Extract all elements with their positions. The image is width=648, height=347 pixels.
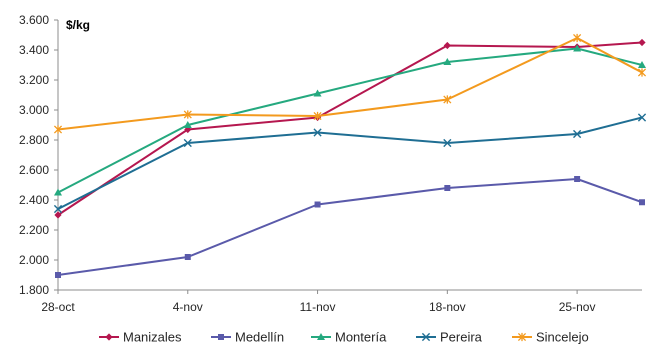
data-point — [638, 61, 646, 68]
data-point — [313, 89, 322, 97]
data-point — [638, 38, 646, 47]
data-point — [183, 138, 192, 148]
series-pereira — [53, 113, 647, 214]
series-line — [57, 47, 643, 194]
legend-marker — [105, 333, 113, 341]
data-point — [443, 41, 451, 50]
data-point — [183, 121, 192, 128]
y-tick-label: 3.400 — [19, 43, 49, 57]
data-point — [53, 204, 63, 214]
data-point — [443, 58, 452, 65]
data-point — [184, 254, 191, 260]
series-line — [57, 41, 643, 216]
series-line — [57, 116, 643, 210]
legend-item: Manizales — [99, 330, 182, 345]
y-tick-label: 2.600 — [19, 163, 49, 177]
data-point — [53, 125, 63, 134]
data-point — [573, 44, 582, 52]
legend-item: Montería — [311, 330, 387, 345]
data-point — [443, 95, 452, 104]
data-point — [639, 199, 645, 206]
series-montería — [54, 44, 646, 196]
y-tick-label: 2.200 — [19, 223, 49, 237]
y-unit-label: $/kg — [66, 18, 90, 32]
chart-series — [53, 33, 647, 278]
legend-marker — [421, 332, 431, 342]
data-point — [314, 201, 321, 208]
y-tick-label: 3.200 — [19, 73, 49, 87]
series-line — [57, 178, 643, 276]
chart-axes — [54, 19, 642, 294]
legend-marker — [517, 332, 527, 342]
legend-item: Pereira — [416, 330, 483, 345]
data-point — [573, 129, 582, 139]
legend-label: Montería — [335, 330, 387, 345]
data-point — [443, 138, 452, 148]
data-point — [574, 176, 581, 182]
legend-item: Medellín — [211, 330, 284, 345]
y-tick-label: 2.000 — [19, 253, 49, 267]
data-point — [573, 33, 582, 43]
x-tick-label: 11-nov — [300, 300, 336, 314]
y-tick-label: 3.000 — [19, 103, 49, 117]
y-tick-label: 1.800 — [19, 283, 49, 297]
legend-label: Medellín — [235, 330, 284, 345]
legend-label: Sincelejo — [536, 330, 589, 345]
legend-label: Pereira — [440, 330, 483, 345]
data-point — [313, 111, 322, 121]
series-manizales — [54, 38, 646, 219]
y-tick-label: 2.400 — [19, 193, 49, 207]
legend-marker — [218, 334, 224, 340]
x-tick-label: 28-oct — [41, 300, 75, 314]
data-point — [637, 113, 647, 122]
data-point — [183, 110, 192, 119]
y-axis-labels: 1.800 2.000 2.200 2.400 2.600 2.800 3.000 3.200… — [19, 13, 49, 297]
legend-item: Sincelejo — [512, 330, 589, 345]
chart-legend: Manizales Medellín Montería Pereira Sincelej… — [99, 330, 589, 345]
x-tick-label: 18-nov — [429, 300, 466, 314]
x-axis-labels: 28-oct 4-nov 11-nov 18-nov 25-nov — [41, 300, 595, 314]
series-medellín — [55, 176, 645, 278]
data-point — [313, 128, 322, 137]
series-line — [57, 37, 643, 131]
legend-label: Manizales — [123, 330, 182, 345]
data-point — [54, 211, 62, 219]
data-point — [444, 185, 451, 191]
legend-marker — [317, 333, 325, 340]
x-tick-label: 4-nov — [173, 300, 203, 314]
data-point — [55, 272, 61, 278]
x-tick-label: 25-nov — [559, 300, 596, 314]
y-tick-label: 3.600 — [19, 13, 49, 27]
series-sincelejo — [53, 33, 647, 134]
y-tick-label: 2.800 — [19, 133, 49, 147]
data-point — [54, 188, 62, 196]
data-point — [637, 68, 647, 77]
